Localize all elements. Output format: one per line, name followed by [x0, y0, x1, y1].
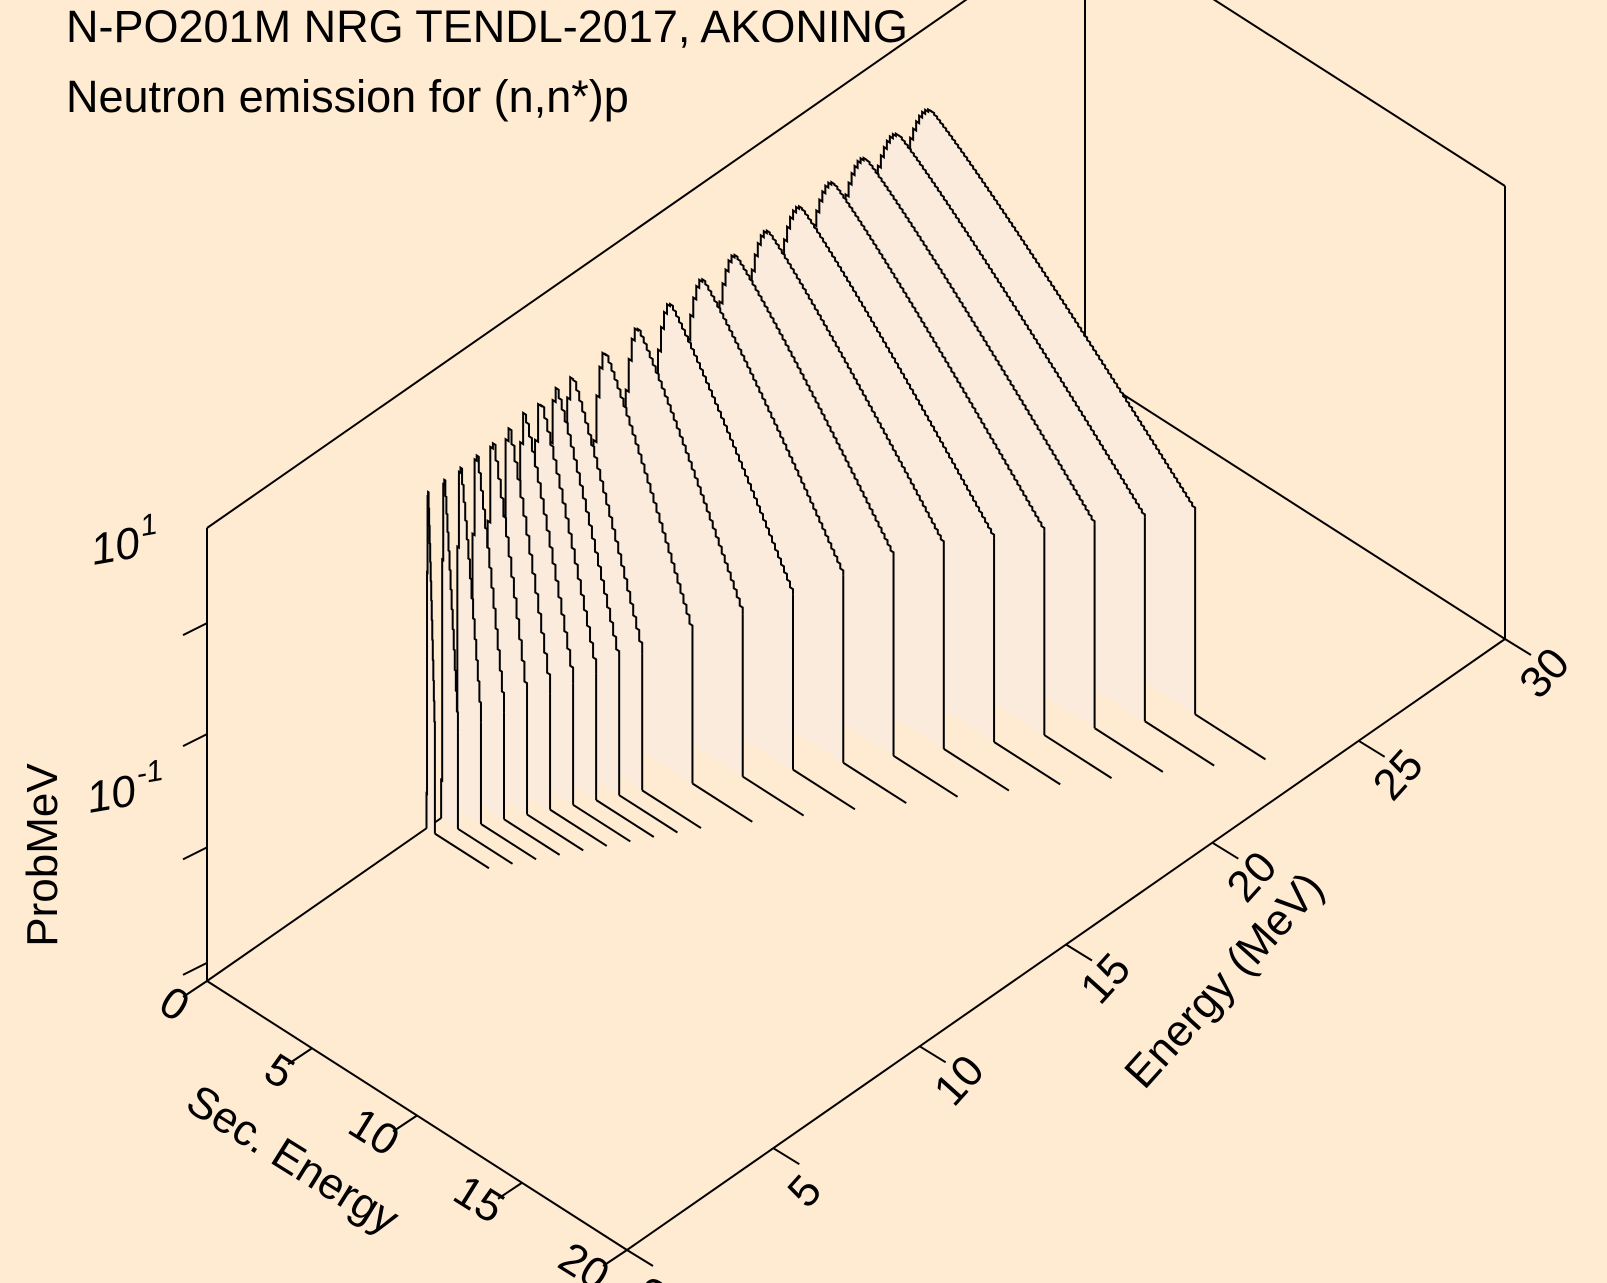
energy-tick	[772, 1147, 800, 1166]
right-top-edge	[1212, 0, 1506, 187]
energy-tick-label: 0	[632, 1268, 685, 1283]
spectrum-curve	[454, 465, 537, 861]
sec-energy-tick-label: 5	[256, 1044, 303, 1099]
energy-tick	[626, 1249, 654, 1267]
chart-subtitle: Neutron emission for (n,n*)p	[66, 71, 629, 122]
svg-text:10: 10	[87, 518, 144, 575]
z-axis-tick	[182, 622, 208, 637]
z-tick-label-bottom: 10 -1	[83, 754, 166, 823]
energy-tick	[1065, 943, 1093, 962]
energy-tick	[1358, 739, 1386, 758]
z-axis-tick	[182, 961, 208, 976]
spectrum-curve	[440, 477, 514, 865]
z-axis-tick	[182, 733, 208, 748]
z-axis-tick	[182, 846, 208, 861]
sec-energy-tick-label: 20	[550, 1233, 617, 1283]
spectrum-curve	[425, 490, 490, 870]
spectra-curves	[425, 107, 1267, 870]
right-floor-edge	[1084, 369, 1506, 640]
energy-tick	[1504, 638, 1532, 656]
sec-energy-tick	[392, 1114, 418, 1133]
svg-text:1: 1	[138, 508, 160, 543]
svg-text:10: 10	[83, 766, 140, 823]
sec-energy-tick	[602, 1249, 628, 1267]
sec-energy-tick-label: 0	[151, 977, 198, 1032]
y-axis-label: Energy (MeV)	[1115, 863, 1333, 1097]
sec-energy-tick-label: 15	[445, 1166, 512, 1233]
sec-energy-tick	[182, 980, 208, 998]
z-axis-label: ProbMeV	[18, 763, 67, 947]
energy-tick	[919, 1045, 947, 1064]
energy-tick-label: 5	[778, 1166, 831, 1217]
chart-title: N-PO201M NRG TENDL-2017, AKONING	[66, 1, 908, 52]
z-tick-label-top: 10 1	[87, 508, 160, 575]
energy-tick	[1211, 841, 1239, 860]
sec-energy-tick	[497, 1181, 523, 1200]
svg-text:-1: -1	[134, 754, 166, 791]
sec-energy-tick	[287, 1047, 313, 1066]
sec-energy-tick-label: 10	[340, 1098, 407, 1165]
back-top-edge	[206, 0, 968, 529]
